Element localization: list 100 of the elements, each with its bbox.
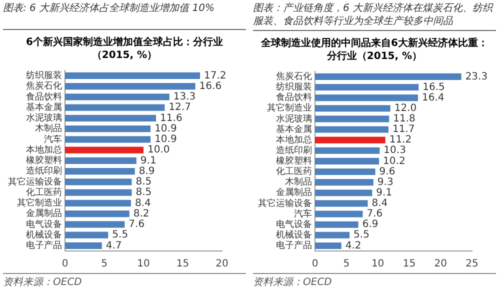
y-tick-label: 基本金属 — [276, 124, 312, 135]
bar — [315, 73, 462, 80]
chart-title: 图表: 6 大新兴经济体占全球制造业增加值 10% — [3, 0, 246, 30]
y-tick-label: 水泥玻璃 — [26, 112, 62, 124]
data-label: 4.2 — [345, 240, 362, 252]
y-tick-label: 造纸印刷 — [276, 144, 312, 156]
y-tick-label: 木制品 — [285, 176, 312, 188]
data-label: 16.4 — [422, 92, 444, 104]
y-tick-label: 本地加总 — [26, 144, 62, 156]
bar — [65, 189, 132, 196]
x-tick-label: 5 — [101, 258, 108, 270]
bar — [65, 178, 132, 186]
bar — [315, 84, 419, 91]
chart-subtitle: 6个新兴国家制造业增加值全球占比：分行业（2015, %） — [25, 35, 224, 62]
x-tick-label: 0 — [312, 258, 318, 270]
bar — [65, 168, 135, 175]
y-tick-label: 金属制品 — [276, 187, 312, 198]
y-tick-label: 机械设备 — [276, 229, 312, 240]
y-tick-label: 食品饮料 — [276, 92, 312, 104]
bar — [65, 146, 144, 154]
bar — [65, 232, 108, 238]
bar — [315, 232, 350, 238]
data-label: 10.9 — [154, 123, 177, 134]
bar — [315, 190, 372, 196]
y-tick-label: 橡胶塑料 — [26, 155, 62, 166]
bar — [65, 136, 151, 143]
y-tick-label: 造纸印刷 — [26, 166, 62, 177]
chart-subtitle: 全球制造业使用的中间品来自6大新兴经济体比重：分行业（2015, %） — [260, 36, 489, 63]
bar — [315, 200, 368, 207]
data-label: 5.5 — [354, 230, 370, 241]
y-tick-label: 其它制造业 — [267, 102, 312, 114]
bar — [315, 147, 380, 154]
data-label: 4.7 — [106, 240, 122, 252]
bar — [315, 210, 363, 218]
bar — [315, 242, 342, 249]
y-tick-label: 纺织服装 — [26, 70, 62, 82]
data-label: 8.9 — [138, 166, 155, 177]
y-tick-label: 纺织服装 — [276, 82, 312, 93]
x-tick-label: 10 — [371, 258, 384, 270]
data-label: 23.3 — [465, 71, 488, 82]
bar — [65, 157, 136, 164]
x-tick-label: 10 — [137, 258, 150, 270]
y-tick-label: 机械设备 — [26, 229, 62, 240]
y-tick-label: 木制品 — [35, 123, 62, 134]
bar — [315, 221, 358, 228]
data-label: 16.5 — [422, 82, 445, 93]
chart-title: 图表：产业链角度，6 大新兴经济体在煤炭石化、纺织服装、食品饮料等行业为全球生产较多中间品 — [253, 0, 496, 31]
y-tick-label: 水泥玻璃 — [276, 113, 312, 124]
bar — [65, 94, 170, 100]
bar — [315, 94, 418, 102]
data-label: 10.9 — [154, 134, 177, 146]
data-label: 11.7 — [392, 124, 415, 136]
y-tick-label: 汽车 — [294, 208, 312, 220]
data-label: 8.2 — [133, 208, 150, 220]
data-label: 9.6 — [379, 166, 396, 178]
data-label: 7.6 — [366, 208, 383, 220]
data-label: 9.3 — [377, 176, 394, 188]
x-tick-label: 25 — [466, 258, 478, 270]
data-label: 8.5 — [136, 187, 152, 198]
y-tick-label: 电气设备 — [26, 218, 62, 230]
data-label: 10.2 — [383, 156, 406, 167]
text: 资料来源：OECD — [3, 273, 246, 292]
bar — [65, 242, 102, 249]
y-tick-label: 化工医药 — [26, 186, 62, 198]
data-label: 9.1 — [376, 187, 392, 198]
data-label: 16.6 — [199, 80, 222, 92]
data-label: 10.3 — [384, 145, 406, 156]
x-tick-label: 5 — [343, 258, 350, 270]
y-tick-label: 基本金属 — [26, 102, 62, 113]
bar — [65, 83, 196, 90]
data-label: 5.5 — [112, 230, 128, 241]
data-label: 8.4 — [372, 198, 388, 210]
text: 资料来源：OECD — [253, 273, 496, 292]
data-label: 12.0 — [394, 102, 417, 114]
y-tick-label: 其它运输设备 — [8, 176, 62, 188]
data-label: 13.3 — [173, 92, 196, 103]
data-label: 10.0 — [148, 144, 170, 156]
data-label: 11.6 — [160, 112, 182, 124]
data-label: 17.2 — [204, 70, 226, 82]
data-label: 9.1 — [140, 155, 156, 166]
data-label: 7.6 — [128, 219, 145, 230]
bar — [65, 210, 130, 218]
bar — [315, 158, 380, 164]
y-tick-label: 化工医药 — [276, 166, 312, 178]
x-tick-label: 15 — [176, 258, 190, 270]
y-tick-label: 本地加总 — [276, 134, 312, 146]
y-tick-label: 焦炭石化 — [26, 80, 62, 92]
data-label: 8.4 — [134, 198, 151, 209]
data-label: 6.9 — [362, 219, 378, 230]
y-tick-label: 其它制造业 — [17, 198, 62, 209]
y-tick-label: 电气设备 — [276, 218, 312, 230]
y-tick-label: 电子产品 — [276, 240, 312, 252]
x-tick-label: 20 — [216, 258, 228, 270]
bar — [315, 105, 390, 112]
x-tick-label: 20 — [434, 258, 447, 270]
y-tick-label: 橡胶塑料 — [276, 156, 312, 167]
y-tick-label: 电子产品 — [26, 240, 62, 252]
data-label: 8.5 — [136, 176, 152, 188]
bar — [65, 200, 131, 206]
y-tick-label: 金属制品 — [26, 208, 62, 220]
